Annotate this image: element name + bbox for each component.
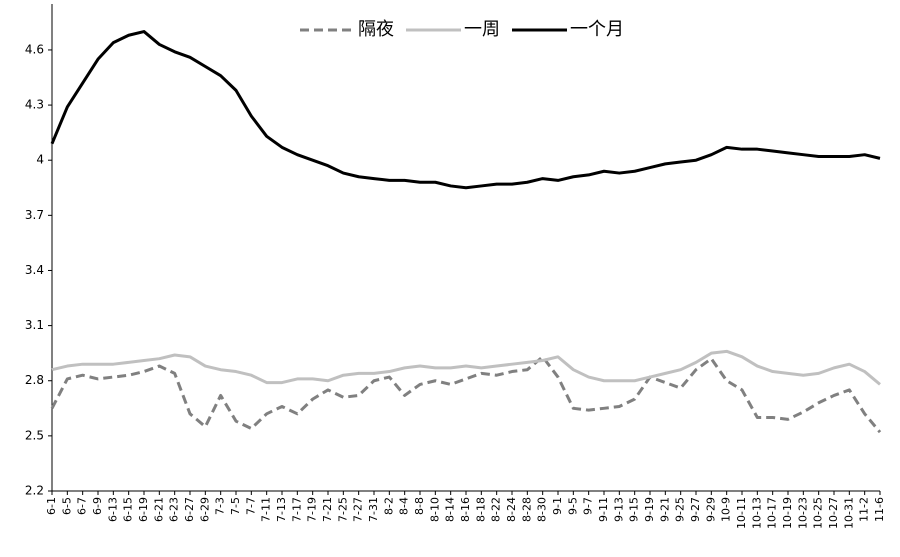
x-tick-label: 6-23 [168, 497, 181, 522]
y-tick-label: 4.6 [25, 42, 44, 56]
y-tick-label: 2.5 [25, 428, 44, 442]
x-tick-label: 10-23 [796, 497, 809, 529]
y-tick-label: 2.8 [25, 373, 44, 387]
x-tick-label: 9-5 [566, 497, 579, 515]
y-tick-label: 4.3 [25, 98, 44, 112]
y-tick-label: 3.1 [25, 318, 44, 332]
x-tick-label: 9-19 [643, 497, 656, 522]
x-tick-label: 8-28 [520, 497, 533, 522]
x-tick-label: 6-5 [60, 497, 73, 515]
x-tick-label: 9-29 [704, 497, 717, 522]
x-tick-label: 8-22 [490, 497, 503, 522]
x-tick-label: 6-27 [183, 497, 196, 522]
x-tick-label: 9-1 [551, 497, 564, 515]
x-tick-label: 6-7 [76, 497, 89, 515]
x-tick-label: 9-11 [597, 497, 610, 522]
x-tick-label: 6-29 [198, 497, 211, 522]
x-tick-label: 8-4 [398, 497, 411, 515]
x-tick-label: 9-7 [582, 497, 595, 515]
x-tick-label: 9-25 [674, 497, 687, 522]
x-tick-label: 8-24 [505, 497, 518, 522]
x-tick-label: 10-11 [735, 497, 748, 529]
series-line [51, 349, 881, 386]
x-tick-label: 10-19 [781, 497, 794, 529]
legend-label: 一周 [464, 19, 500, 40]
x-tick-label: 7-19 [306, 497, 319, 522]
y-tick-label: 3.7 [25, 208, 44, 222]
x-tick-label: 11-6 [873, 497, 886, 522]
x-tick-label: 10-25 [812, 497, 825, 529]
x-tick-label: 6-13 [106, 497, 119, 522]
series-line [50, 355, 882, 434]
x-tick-label: 8-16 [459, 497, 472, 522]
x-tick-label: 7-7 [244, 497, 257, 515]
x-tick-label: 6-21 [152, 497, 165, 522]
x-tick-label: 7-21 [321, 497, 334, 522]
x-tick-label: 6-19 [137, 497, 150, 522]
x-tick-label: 10-31 [842, 497, 855, 529]
x-tick-label: 7-25 [336, 497, 349, 522]
x-tick-label: 7-13 [275, 497, 288, 522]
legend-label: 一个月 [570, 19, 624, 40]
x-tick-label: 6-1 [45, 497, 58, 515]
x-tick-label: 8-2 [382, 497, 395, 515]
x-tick-label: 7-3 [214, 497, 227, 515]
x-tick-label: 7-17 [290, 497, 303, 522]
y-tick-label: 2.2 [25, 484, 44, 498]
x-tick-label: 9-13 [612, 497, 625, 522]
x-tick-label: 8-8 [413, 497, 426, 515]
x-tick-label: 10-9 [720, 497, 733, 522]
x-tick-label: 9-15 [628, 497, 641, 522]
x-tick-label: 6-9 [91, 497, 104, 515]
x-tick-label: 10-13 [750, 497, 763, 529]
x-tick-label: 8-18 [474, 497, 487, 522]
x-tick-label: 8-30 [536, 497, 549, 522]
y-tick-label: 4 [36, 153, 44, 167]
y-tick-label: 3.4 [25, 263, 44, 277]
x-tick-label: 9-21 [658, 497, 671, 522]
x-tick-label: 7-31 [367, 497, 380, 522]
x-tick-label: 7-27 [352, 497, 365, 522]
legend-label: 隔夜 [358, 19, 394, 40]
x-tick-label: 8-10 [428, 497, 441, 522]
series-line [50, 30, 881, 190]
x-tick-label: 10-27 [827, 497, 840, 529]
x-tick-label: 10-17 [766, 497, 779, 529]
x-tick-label: 6-15 [122, 497, 135, 522]
x-tick-label: 7-5 [229, 497, 242, 515]
x-tick-label: 8-14 [444, 497, 457, 522]
x-tick-label: 7-11 [260, 497, 273, 522]
x-tick-label: 9-27 [689, 497, 702, 522]
x-tick-label: 11-2 [858, 497, 871, 522]
